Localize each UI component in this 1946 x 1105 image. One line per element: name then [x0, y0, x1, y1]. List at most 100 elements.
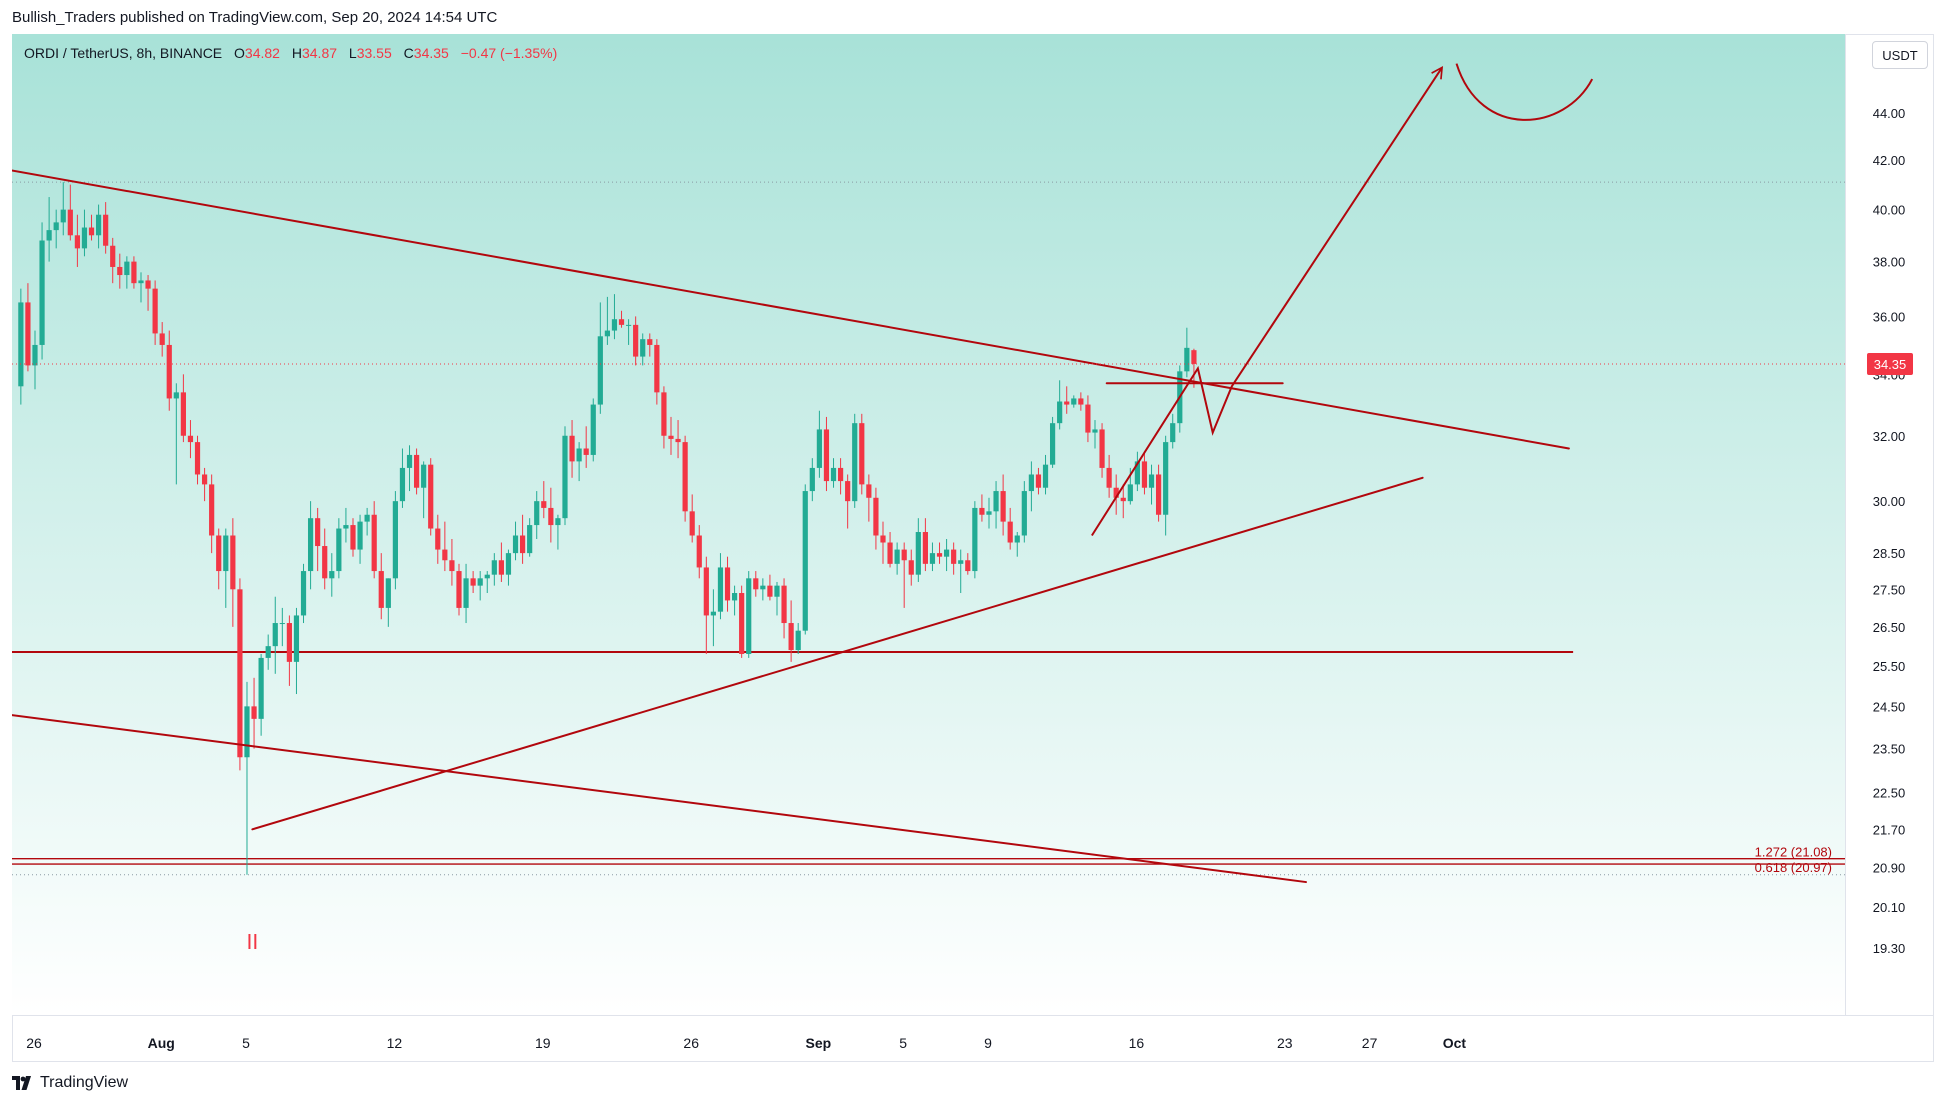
- change-value: −0.47 (−1.35%): [460, 45, 558, 61]
- candle-body: [767, 585, 773, 597]
- price-tick-label: 20.10: [1873, 900, 1906, 915]
- candle-body: [611, 319, 618, 331]
- candle-body: [456, 571, 462, 608]
- candle-body: [477, 578, 483, 586]
- candle-body: [201, 474, 208, 485]
- candle-body: [1106, 467, 1112, 488]
- candle-body: [307, 518, 314, 572]
- candle-body: [180, 392, 186, 436]
- candle-body: [498, 560, 504, 575]
- candle-body: [1035, 474, 1042, 488]
- candle-body: [541, 501, 547, 508]
- trendline-descending-resistance[interactable]: [12, 169, 1570, 450]
- candle-body: [491, 560, 497, 575]
- high-value: 34.87: [301, 45, 338, 61]
- candle-body: [449, 560, 455, 572]
- candle-body: [661, 392, 667, 436]
- candle-body: [1014, 535, 1020, 543]
- candle-body: [145, 280, 151, 289]
- price-tick-label: 20.90: [1873, 860, 1906, 875]
- candle-body: [887, 542, 893, 564]
- publisher-line: Bullish_Traders published on TradingView…: [12, 9, 498, 26]
- time-tick-label: 5: [242, 1035, 250, 1051]
- price-tick-label: 42.00: [1873, 153, 1906, 168]
- candle-body: [1028, 474, 1034, 492]
- tradingview-footer[interactable]: TradingView: [12, 1074, 128, 1092]
- candle-body: [710, 611, 716, 616]
- candle-body: [1134, 461, 1140, 485]
- candle-body: [746, 578, 752, 654]
- candle-body: [724, 567, 731, 601]
- price-tick-label: 21.70: [1873, 822, 1906, 837]
- price-tick-label: 26.50: [1873, 620, 1906, 635]
- price-axis[interactable]: 44.0042.0040.0038.0036.0034.0032.0030.00…: [1873, 106, 1906, 956]
- candle-body: [519, 535, 526, 554]
- plot-background: [12, 34, 1845, 1015]
- candle-body: [703, 567, 709, 616]
- candle-body: [484, 574, 490, 579]
- candle-body: [1007, 521, 1013, 543]
- time-axis[interactable]: 26 Aug 5 12 19 26 Sep 5 9 16 23 27 Oct: [26, 1035, 1466, 1051]
- candle-body: [421, 464, 427, 488]
- candle-body: [753, 578, 759, 590]
- close-label: C: [403, 45, 414, 61]
- candle-body: [936, 553, 943, 557]
- last-price-badge: [1867, 352, 1913, 375]
- candle-body: [689, 511, 695, 536]
- trendline-lower-channel[interactable]: [12, 714, 1307, 884]
- candle-body: [385, 578, 391, 608]
- candle-body: [527, 525, 533, 554]
- candle-body: [788, 623, 794, 651]
- candle-body: [470, 578, 476, 586]
- trendline-rising-support[interactable]: [251, 476, 1424, 831]
- price-tick-label: 38.00: [1873, 255, 1906, 270]
- candle-body: [166, 344, 172, 399]
- target-arc[interactable]: [1455, 63, 1594, 121]
- candle-body: [110, 245, 116, 267]
- candle-body: [300, 571, 307, 616]
- candle-body: [286, 623, 292, 662]
- price-unit-button[interactable]: USDT: [1872, 41, 1928, 69]
- candle-body: [717, 567, 724, 612]
- candle-body: [152, 288, 158, 334]
- projection-path[interactable]: [1091, 65, 1444, 537]
- candle-body: [1042, 464, 1049, 488]
- candle-body: [1184, 347, 1190, 372]
- candle-body: [569, 435, 575, 462]
- candle-body: [357, 521, 363, 550]
- candle-body: [979, 507, 985, 515]
- candle-body: [272, 623, 278, 647]
- candle-body: [1113, 487, 1119, 498]
- candle-body: [958, 560, 964, 564]
- candle-body: [258, 657, 264, 719]
- candle-body: [675, 438, 681, 443]
- candle-body: [894, 549, 900, 564]
- candle-body: [223, 535, 229, 572]
- price-chart[interactable]: 1.272 (21.08)0.618 (20.97) 44.00 42.00 40.…: [12, 34, 1934, 1062]
- candle-body: [1049, 423, 1056, 465]
- candle-body: [279, 623, 285, 625]
- time-tick-label: 16: [1129, 1035, 1145, 1051]
- candle-body: [633, 324, 639, 357]
- candle-body: [244, 706, 250, 758]
- candle-body: [1092, 429, 1098, 433]
- symbol-title[interactable]: ORDI / TetherUS, 8h, BINANCE: [24, 45, 223, 61]
- candle-body: [1064, 401, 1070, 405]
- candle-body: [951, 549, 957, 564]
- candle-body: [845, 481, 851, 502]
- candle-body: [95, 214, 102, 236]
- price-tick-label: 27.50: [1873, 582, 1906, 597]
- candle-body: [293, 615, 300, 662]
- price-tick-label: 44.00: [1873, 106, 1906, 121]
- candle-body: [1057, 401, 1063, 424]
- open-label: O: [234, 45, 245, 61]
- time-tick-label: 19: [535, 1035, 551, 1051]
- price-tick-label: 24.50: [1873, 699, 1906, 714]
- candle-body: [830, 467, 837, 482]
- candle-body: [562, 435, 568, 519]
- candle-body: [583, 448, 589, 455]
- candle-body: [131, 261, 137, 284]
- marker-label: II: [246, 930, 258, 954]
- candle-body: [442, 549, 448, 561]
- candle-body: [216, 535, 222, 572]
